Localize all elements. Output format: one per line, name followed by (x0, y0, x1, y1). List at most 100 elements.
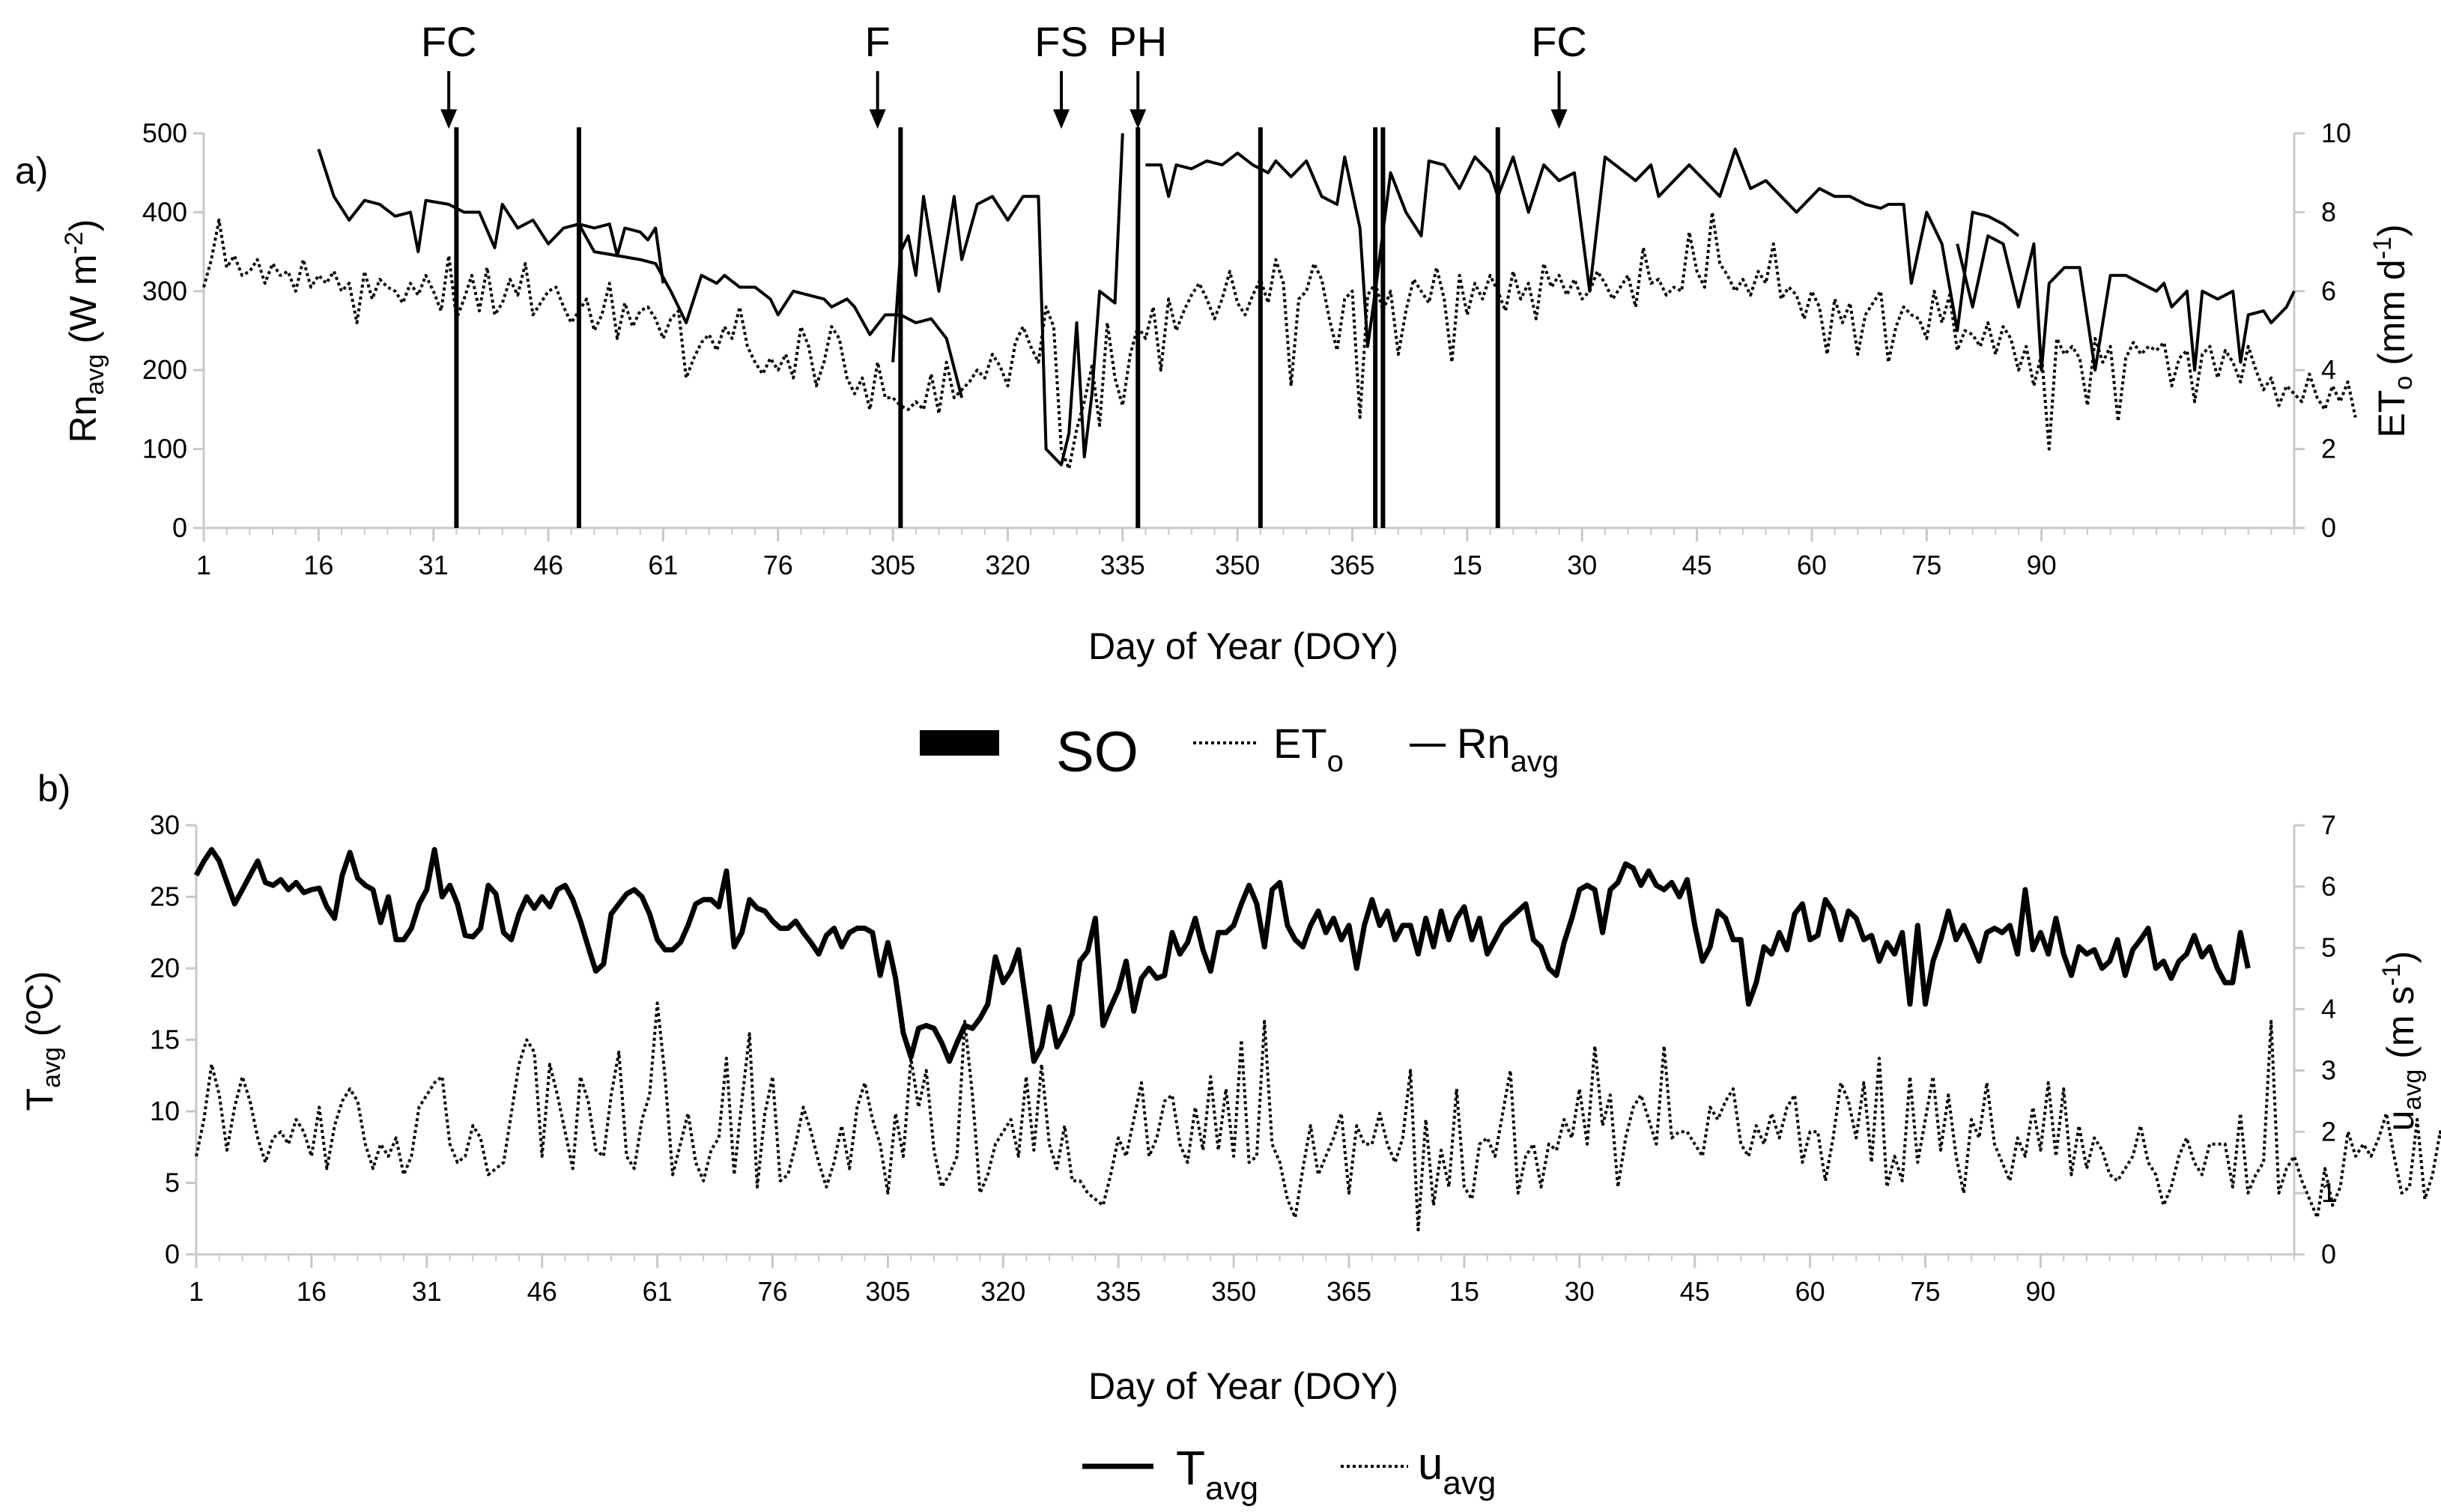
panel-a-xlabel: Day of Year (DOY) (1088, 625, 1398, 667)
panel-a-series (202, 133, 2357, 470)
x-tick-label: 90 (2027, 550, 2057, 580)
series-u_avg (195, 1001, 2441, 1232)
ylabel-b-right-sup: -1 (2377, 963, 2406, 986)
x-tick-label: 365 (1326, 1276, 1371, 1307)
ylabel-b-left-sub: avg (37, 1047, 66, 1088)
panel-b-x-ticks: 1 16 31 46 61 76 305 320 335 350 365 15 30 45 60 75 90 (189, 1254, 2295, 1307)
x-tick-label: 60 (1797, 550, 1827, 580)
annotation-arrow-head (1053, 109, 1070, 129)
x-tick-label: 31 (419, 550, 449, 580)
x-tick-label: 15 (1452, 550, 1482, 580)
y-tick-label: 5 (165, 1168, 180, 1198)
x-tick-label: 16 (297, 1276, 327, 1307)
series-ET_o (202, 210, 2357, 470)
ylabel-a-right-sup: -1 (2368, 237, 2397, 259)
panel-a-left-ticks: 0 100 200 300 400 500 (142, 118, 204, 543)
y2-tick-label: 8 (2321, 196, 2336, 227)
ylabel-a-left-base: Rn (62, 395, 104, 443)
panel-a-label: a) (15, 150, 48, 192)
y2-tick-label: 10 (2321, 118, 2351, 148)
x-tick-label: 75 (1911, 550, 1941, 580)
legend-uavg-base: u (1418, 1439, 1443, 1489)
panel-a-right-ticks: 0 2 4 6 8 10 (2294, 118, 2351, 543)
x-tick-label: 45 (1682, 550, 1712, 580)
y-tick-label: 25 (150, 881, 180, 912)
annotation-label: FC (421, 18, 477, 65)
y-tick-label: 400 (142, 196, 187, 227)
series-Rn_avg (1145, 148, 2020, 348)
panel-b-left-ticks: 0 5 10 15 20 25 30 (150, 810, 196, 1269)
y-tick-label: 0 (172, 512, 187, 543)
legend-eto-label: ETo (1273, 720, 1344, 778)
x-tick-label: 350 (1215, 550, 1260, 580)
x-tick-label: 335 (1096, 1276, 1141, 1307)
ylabel-a-left-sub: avg (81, 354, 109, 395)
annotation-label: FC (1531, 18, 1587, 65)
x-tick-label: 76 (757, 1276, 787, 1307)
y2-tick-label: 5 (2321, 932, 2336, 963)
x-tick-label: 60 (1795, 1276, 1825, 1307)
legend-uavg-sub: avg (1443, 1465, 1496, 1502)
legend-uavg-label: uavg (1418, 1439, 1496, 1502)
x-tick-label: 76 (763, 550, 793, 580)
series-Rn_avg (577, 223, 964, 398)
x-tick-label: 75 (1910, 1276, 1940, 1307)
y2-tick-label: 4 (2321, 994, 2336, 1024)
panel-a-annotations: FC F FS PH FC (421, 18, 1587, 129)
ylabel-a-left-sup: -2 (60, 231, 88, 254)
legend-rn-base: Rn (1457, 720, 1511, 767)
x-tick-label: 335 (1100, 550, 1145, 580)
x-tick-label: 30 (1567, 550, 1597, 580)
series-Rn_avg (1956, 234, 2296, 372)
panel-b-xlabel: Day of Year (DOY) (1088, 1365, 1398, 1407)
legend-rn-sub: avg (1511, 745, 1559, 778)
y2-tick-label: 2 (2321, 434, 2336, 464)
ylabel-b-right-base: u (2380, 1111, 2422, 1132)
legend-tavg-sub: avg (1205, 1470, 1258, 1507)
y-tick-label: 100 (142, 434, 187, 464)
legend-eto-base: ET (1273, 720, 1327, 767)
y-tick-label: 20 (150, 953, 180, 983)
x-tick-label: 61 (648, 550, 678, 580)
x-tick-label: 305 (870, 550, 915, 580)
y2-tick-label: 0 (2321, 512, 2336, 543)
y-tick-label: 15 (150, 1024, 180, 1055)
legend-tavg-label: Tavg (1176, 1441, 1258, 1507)
annotation-arrow-head (869, 109, 886, 129)
y2-tick-label: 3 (2321, 1054, 2336, 1085)
x-tick-label: 30 (1565, 1276, 1595, 1307)
legend-tavg-base: T (1176, 1441, 1205, 1495)
legend-rn-label: Rnavg (1457, 720, 1559, 778)
annotation-arrow-head (1550, 109, 1568, 129)
panel-b-legend: Tavg uavg (1082, 1439, 1496, 1507)
annotation-arrow-head (440, 109, 458, 129)
series-Rn_avg (891, 133, 1124, 467)
ylabel-a-left-unit: (W m (62, 254, 104, 353)
panel-b-label: b) (37, 768, 70, 810)
y2-tick-label: 6 (2321, 871, 2336, 902)
legend-so-swatch (920, 730, 999, 756)
x-tick-label: 320 (985, 550, 1030, 580)
x-tick-label: 305 (865, 1276, 910, 1307)
y2-tick-label: 2 (2321, 1116, 2336, 1147)
y-tick-label: 0 (165, 1239, 180, 1269)
x-tick-label: 45 (1680, 1276, 1710, 1307)
panel-b-right-ylabel: uavg (m s-1) (2377, 951, 2427, 1132)
x-tick-label: 350 (1211, 1276, 1256, 1307)
ylabel-a-right-unit: (mm d (2371, 259, 2413, 376)
x-tick-label: 15 (1449, 1276, 1479, 1307)
x-tick-label: 16 (303, 550, 333, 580)
y2-tick-label: 4 (2321, 354, 2336, 385)
panel-b-left-ylabel: Tavg (ºC) (19, 971, 66, 1111)
annotation-label: F (865, 18, 891, 65)
ylabel-b-left-base: T (19, 1088, 61, 1111)
panel-a-x-ticks: 1 16 31 46 61 76 305 320 335 350 365 15 30 45 60 75 90 (196, 528, 2295, 580)
y-tick-label: 200 (142, 354, 187, 385)
panel-a-left-ylabel: Rnavg (W m-2) (60, 219, 109, 443)
annotation-label: FS (1034, 18, 1088, 65)
panel-a-legend: SO ETo Rnavg (920, 720, 1559, 784)
panel-a-so-events (454, 127, 1500, 528)
annotation-label: PH (1109, 18, 1167, 65)
